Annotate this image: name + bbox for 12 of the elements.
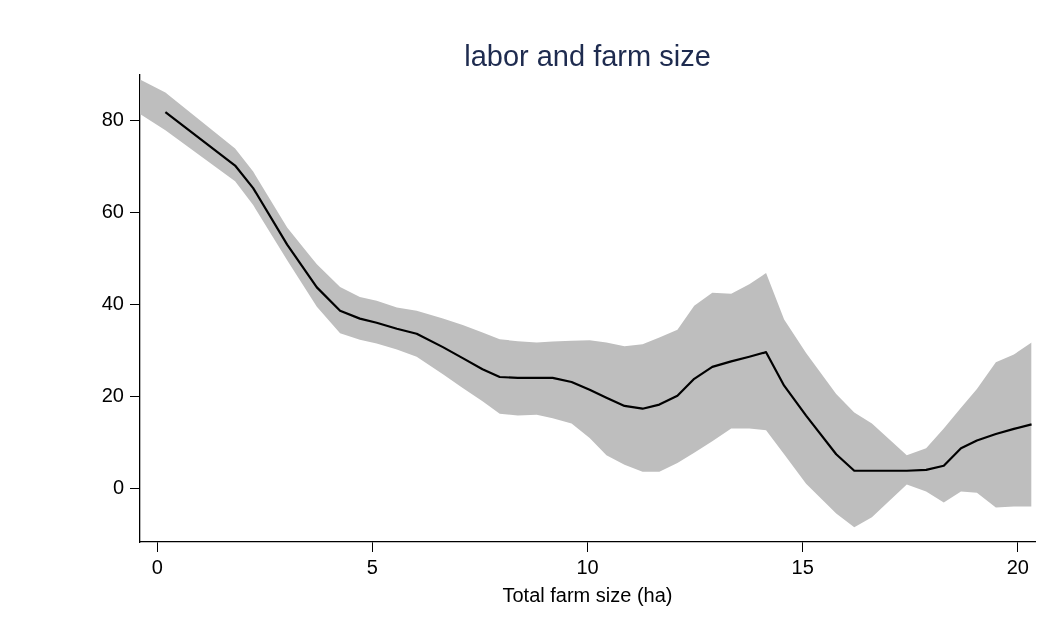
- x-tick-label: 10: [576, 555, 599, 578]
- x-tick-label: 20: [1006, 555, 1029, 578]
- chart-title: labor and farm size: [464, 40, 711, 72]
- x-tick-label: 15: [791, 555, 814, 578]
- x-axis-title: Total farm size (ha): [502, 583, 673, 606]
- y-tick-label: 80: [101, 108, 124, 131]
- x-tick-label: 0: [151, 555, 163, 578]
- y-tick-label: 0: [112, 476, 124, 499]
- y-tick-label: 40: [101, 292, 124, 315]
- x-tick-label: 5: [366, 555, 378, 578]
- y-tick-label: 20: [101, 384, 124, 407]
- y-tick-label: 60: [101, 200, 124, 223]
